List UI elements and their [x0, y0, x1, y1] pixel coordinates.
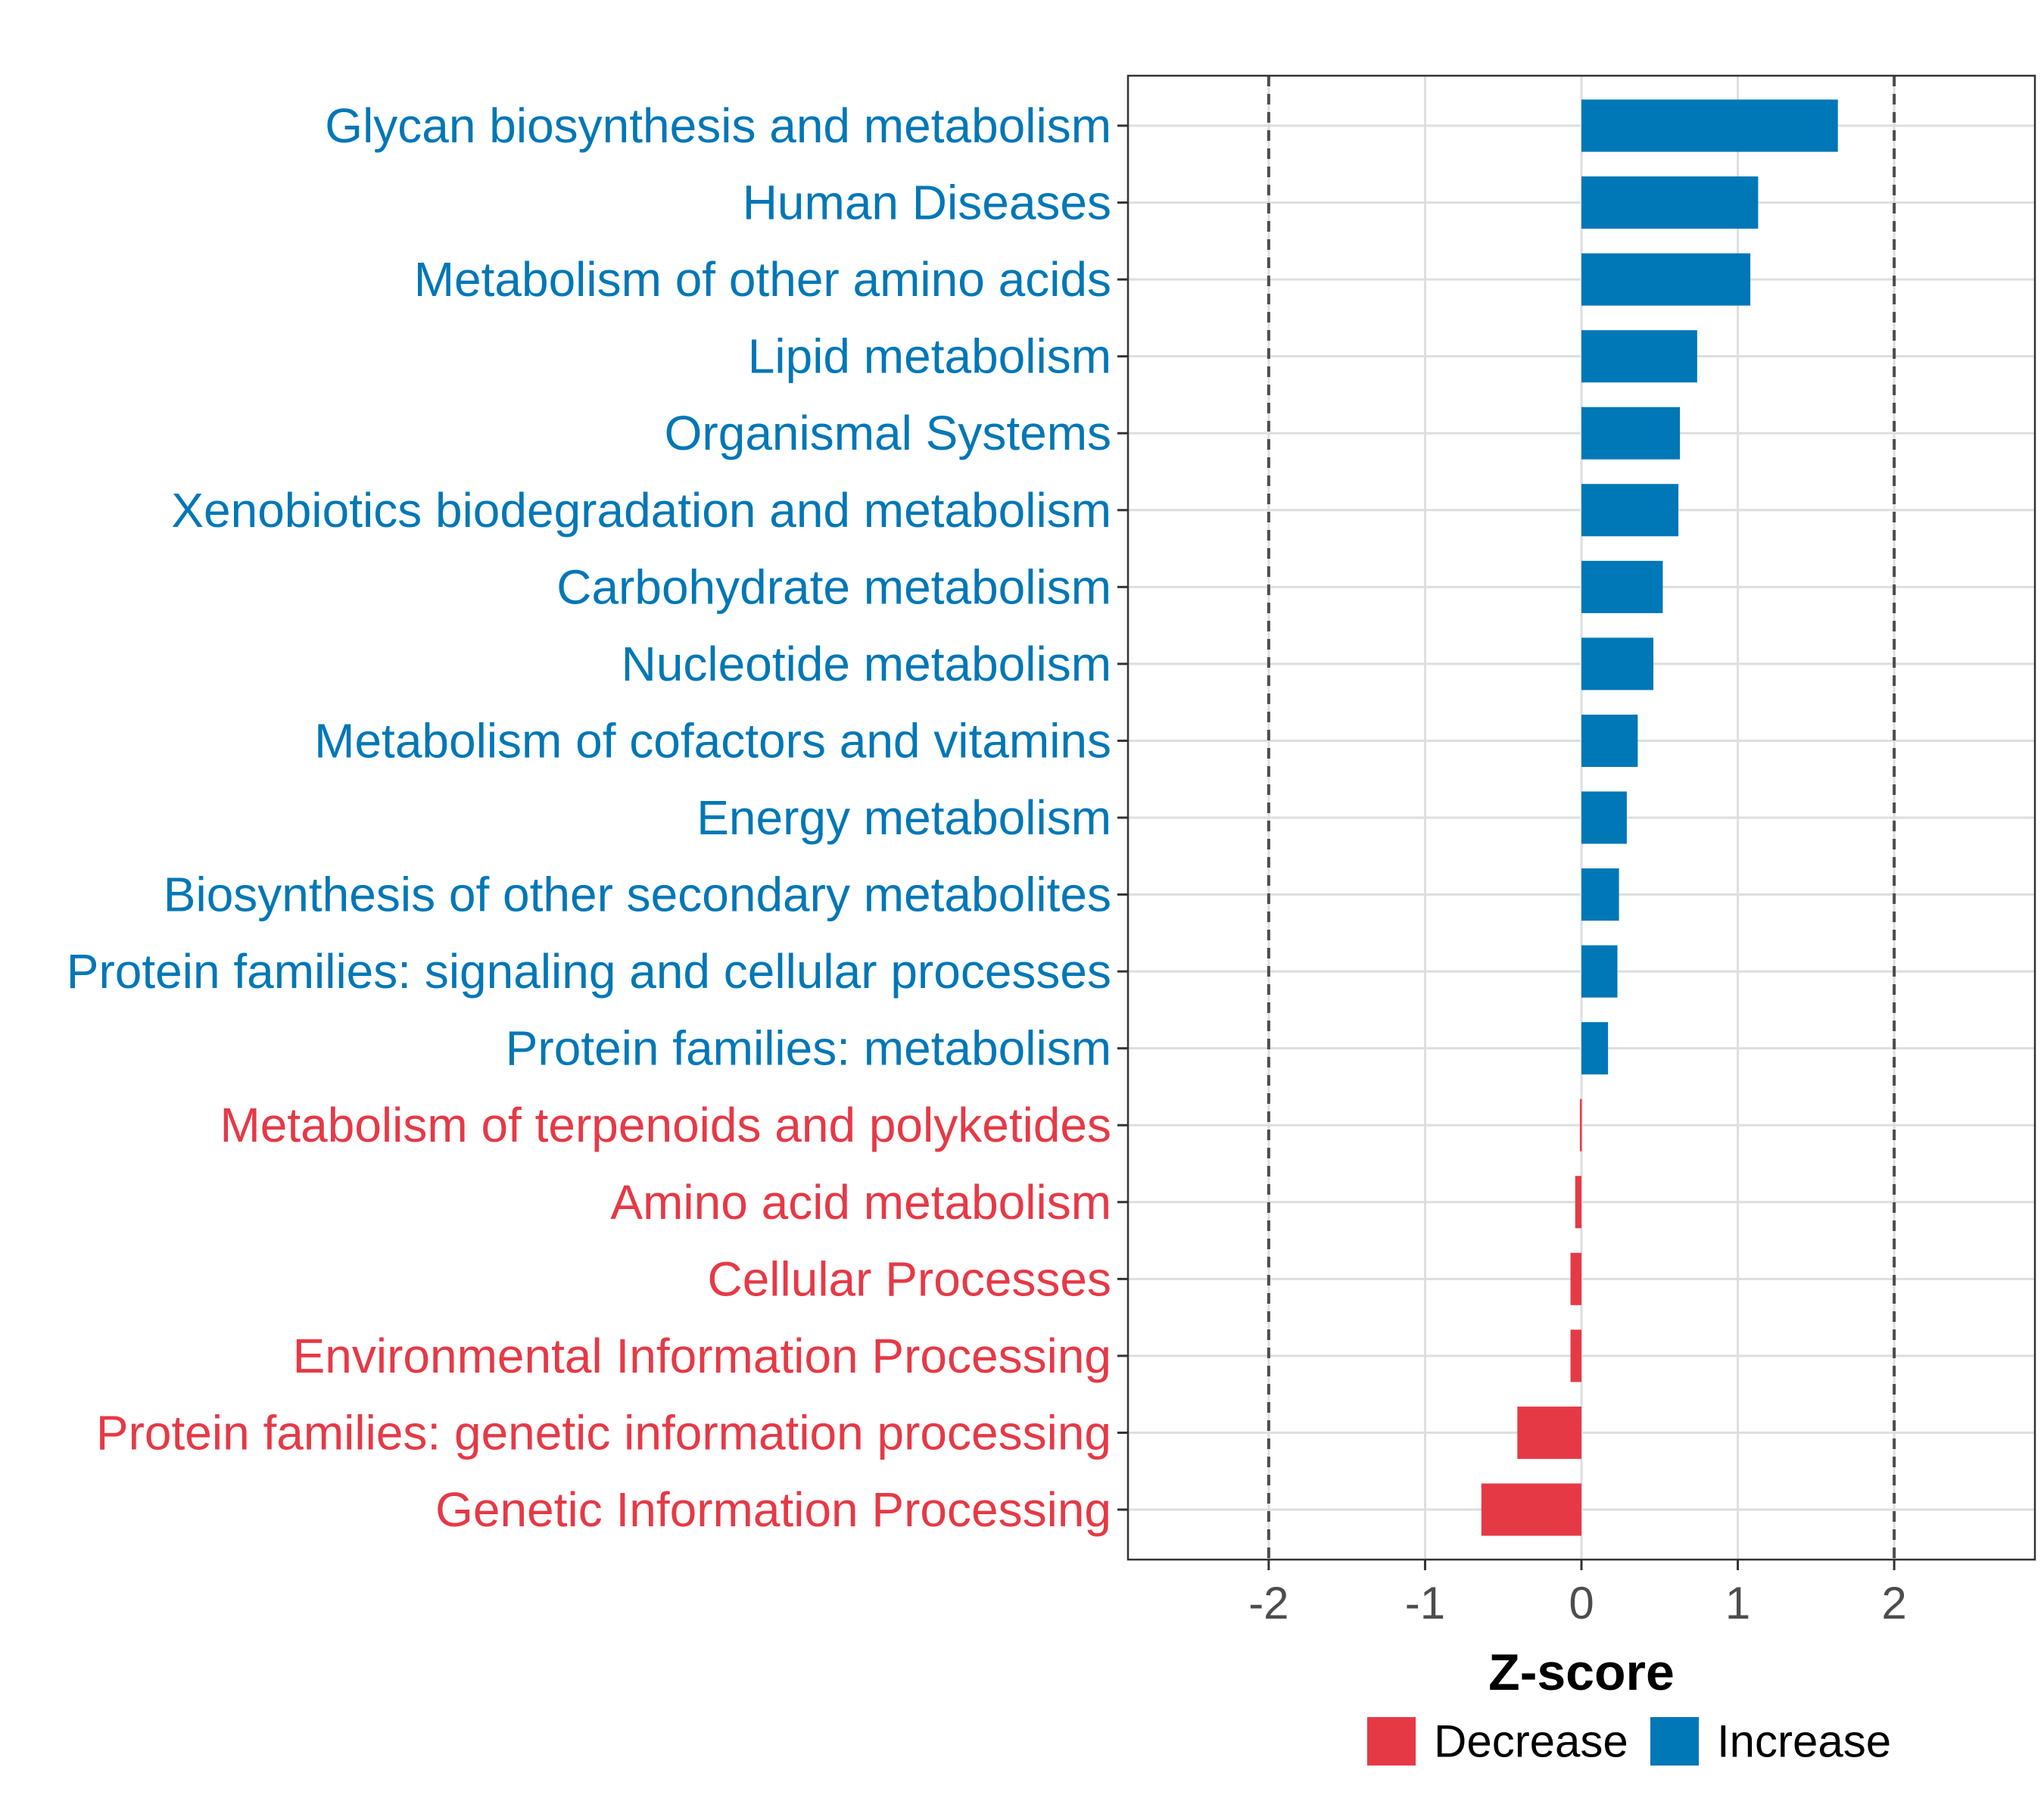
- bars: [1481, 99, 1838, 1536]
- reference-lines: [1267, 76, 1896, 1560]
- y-tick-label: Human Diseases: [743, 176, 1111, 230]
- y-tick-label: Protein families: signaling and cellular…: [67, 944, 1111, 999]
- y-tick-label: Protein families: genetic information pr…: [96, 1405, 1111, 1460]
- bar: [1579, 1099, 1582, 1152]
- x-tick-label: -2: [1248, 1578, 1288, 1628]
- bar: [1581, 99, 1838, 152]
- bar: [1570, 1329, 1581, 1382]
- bar: [1581, 945, 1618, 998]
- y-tick-label: Cellular Processes: [707, 1251, 1111, 1306]
- x-tick-label: 0: [1569, 1578, 1594, 1628]
- legend-key: [1367, 1717, 1416, 1766]
- bar: [1481, 1483, 1581, 1536]
- bar: [1581, 868, 1619, 921]
- y-tick-label: Metabolism of cofactors and vitamins: [314, 713, 1111, 768]
- y-tick-label: Xenobiotics biodegradation and metabolis…: [171, 483, 1111, 538]
- legend: Decrease Increase: [1367, 1716, 1891, 1767]
- y-tick-label: Protein families: metabolism: [506, 1021, 1111, 1076]
- y-axis-labels: Glycan biosynthesis and metabolism Human …: [67, 98, 1111, 1537]
- y-tick-label: Environmental Information Processing: [293, 1329, 1111, 1383]
- y-tick-label: Metabolism of other amino acids: [414, 252, 1111, 307]
- bar: [1581, 407, 1681, 460]
- x-tick-label: -1: [1405, 1578, 1445, 1628]
- y-tick-label: Genetic Information Processing: [435, 1482, 1111, 1537]
- bar: [1581, 484, 1679, 537]
- y-tick-label: Metabolism of terpenoids and polyketides: [220, 1098, 1111, 1152]
- bar: [1581, 791, 1627, 844]
- bar: [1581, 253, 1751, 306]
- bar: [1581, 330, 1697, 383]
- bar: [1517, 1406, 1581, 1459]
- y-tick-label: Energy metabolism: [696, 790, 1111, 845]
- bar: [1581, 637, 1654, 690]
- bar: [1581, 714, 1638, 767]
- bar: [1581, 560, 1663, 613]
- y-tick-label: Organismal Systems: [665, 406, 1111, 460]
- y-tick-label: Amino acid metabolism: [610, 1175, 1111, 1230]
- y-tick-label: Lipid metabolism: [748, 329, 1111, 384]
- y-tick-label: Glycan biosynthesis and metabolism: [325, 98, 1111, 153]
- bar: [1581, 176, 1759, 229]
- legend-key: [1650, 1717, 1699, 1766]
- bar: [1570, 1252, 1581, 1305]
- x-tick-label: 1: [1725, 1578, 1750, 1628]
- legend-label: Decrease: [1434, 1716, 1628, 1767]
- y-axis-ticks: [1117, 124, 1128, 1511]
- x-tick-label: 2: [1881, 1578, 1906, 1628]
- bar: [1581, 1022, 1609, 1075]
- y-tick-label: Carbohydrate metabolism: [556, 559, 1111, 614]
- y-tick-label: Biosynthesis of other secondary metaboli…: [164, 868, 1111, 922]
- x-axis-title: Z-score: [1488, 1644, 1675, 1701]
- y-tick-label: Nucleotide metabolism: [622, 637, 1111, 691]
- bar: [1575, 1176, 1581, 1229]
- legend-label: Increase: [1717, 1716, 1891, 1767]
- x-axis-ticks: -2 -1 0 1 2: [1248, 1560, 1907, 1628]
